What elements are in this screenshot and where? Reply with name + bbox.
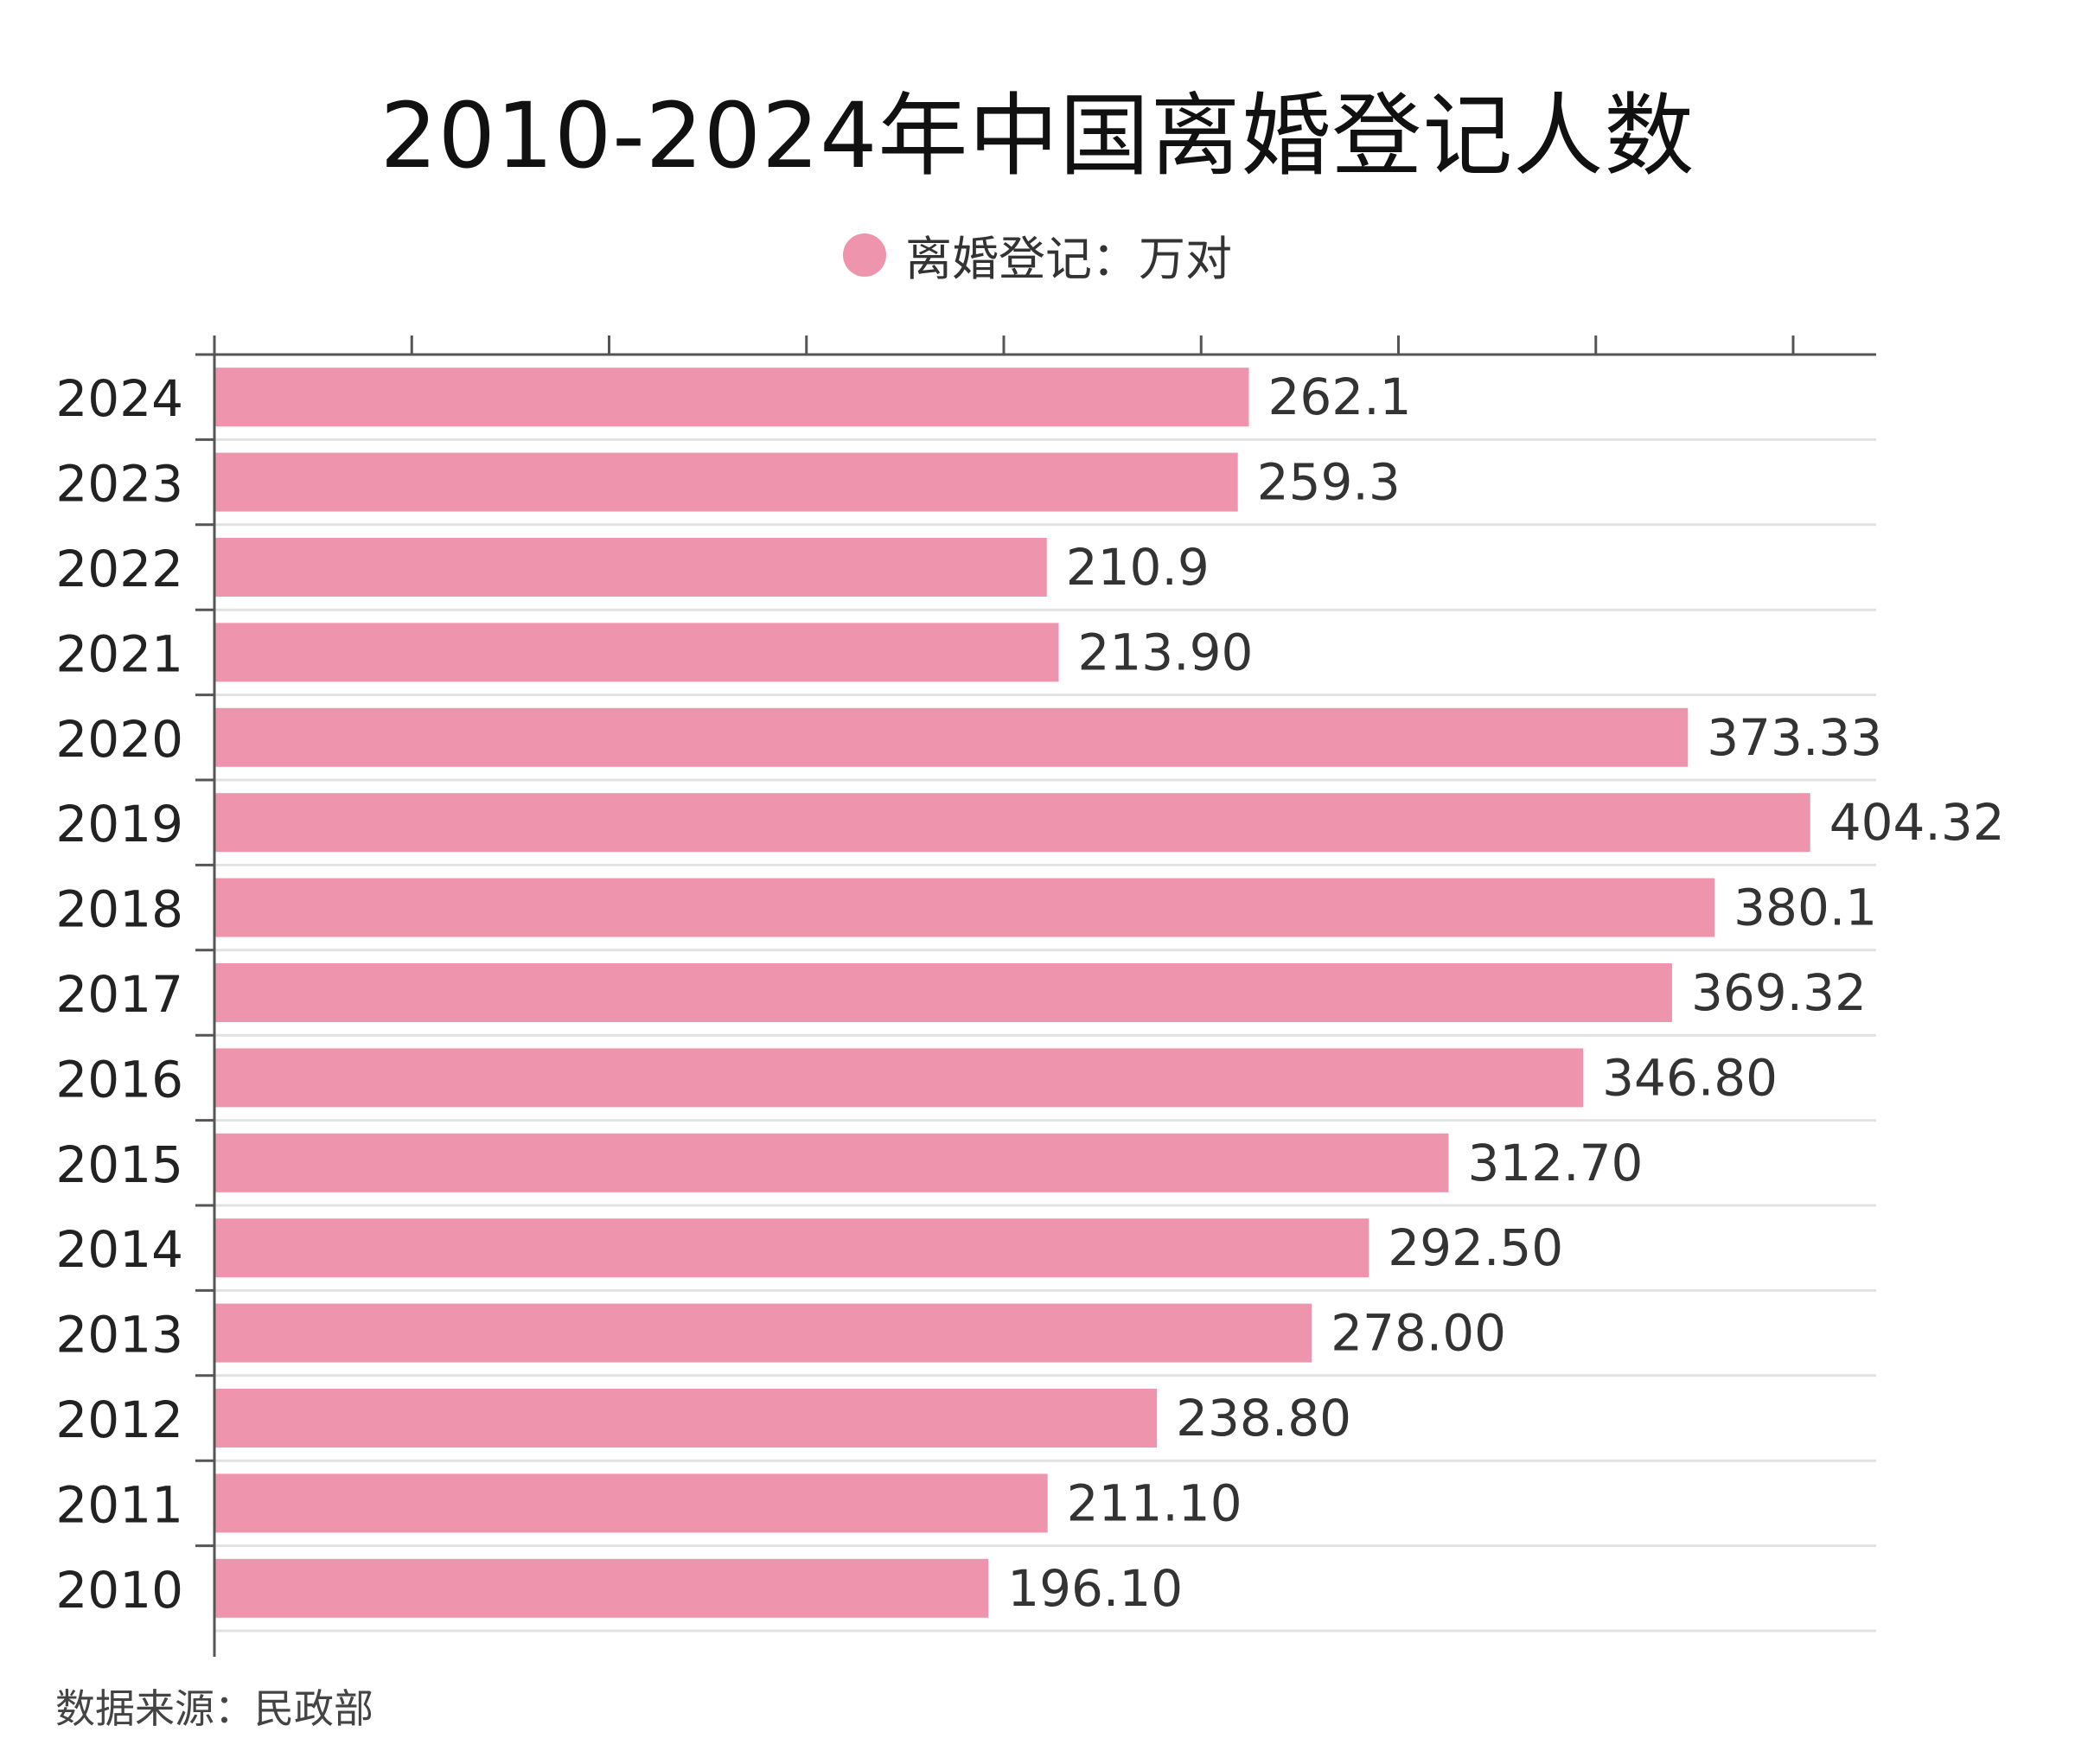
data-label-2022: 210.9 [1066,538,1210,597]
y-tick-label-2020: 2020 [55,710,183,769]
bar-2021 [214,623,1059,682]
y-tick-label-2011: 2011 [55,1475,183,1534]
y-tick-label-2024: 2024 [55,369,183,428]
y-tick-label-2010: 2010 [55,1561,183,1620]
y-tick-label-2017: 2017 [55,965,183,1024]
bar-2020 [214,707,1689,767]
y-tick-label-2012: 2012 [55,1390,183,1449]
data-label-2014: 292.50 [1388,1218,1563,1277]
data-label-2017: 369.32 [1691,963,1867,1022]
bar-2017 [214,963,1672,1022]
bar-2013 [214,1303,1312,1363]
legend: 离婚登记：万对 [0,220,2075,289]
data-label-2015: 312.70 [1467,1134,1643,1192]
source-note: 数据来源：民政部 [55,1685,374,1732]
bar-2023 [214,452,1238,512]
y-tick-label-2015: 2015 [55,1135,183,1194]
data-label-2019: 404.32 [1829,793,2005,852]
data-label-2013: 278.00 [1331,1304,1506,1363]
y-tick-label-2021: 2021 [55,624,183,683]
bar-2018 [214,878,1715,937]
bar-2011 [214,1473,1048,1533]
y-tick-label-2013: 2013 [55,1306,183,1365]
bar-2019 [214,793,1810,853]
y-tick-label-2019: 2019 [55,795,183,853]
bar-2012 [214,1389,1158,1448]
data-label-2020: 373.33 [1707,708,1882,767]
data-label-2024: 262.1 [1267,368,1411,426]
legend-swatch [843,233,886,277]
chart-title: 2010-2024年中国离婚登记人数 [380,83,1695,189]
data-label-2010: 196.10 [1007,1559,1183,1618]
bar-2010 [214,1558,989,1618]
data-label-2021: 213.90 [1077,623,1253,681]
legend-label: 离婚登记：万对 [905,232,1232,286]
data-label-2011: 211.10 [1067,1473,1242,1532]
bar-2015 [214,1133,1449,1192]
y-tick-label-2023: 2023 [55,455,183,514]
data-label-2012: 238.80 [1176,1389,1351,1448]
bar-2022 [214,538,1047,597]
y-tick-label-2022: 2022 [55,540,183,598]
data-label-2016: 346.80 [1602,1048,1778,1107]
data-label-2023: 259.3 [1257,453,1401,512]
y-tick-label-2014: 2014 [55,1220,183,1279]
y-tick-label-2018: 2018 [55,880,183,939]
y-tick-label-2016: 2016 [55,1050,183,1109]
data-label-2018: 380.1 [1733,879,1877,937]
bar-2014 [214,1218,1370,1278]
bar-2024 [214,368,1249,427]
bar-2016 [214,1048,1584,1108]
